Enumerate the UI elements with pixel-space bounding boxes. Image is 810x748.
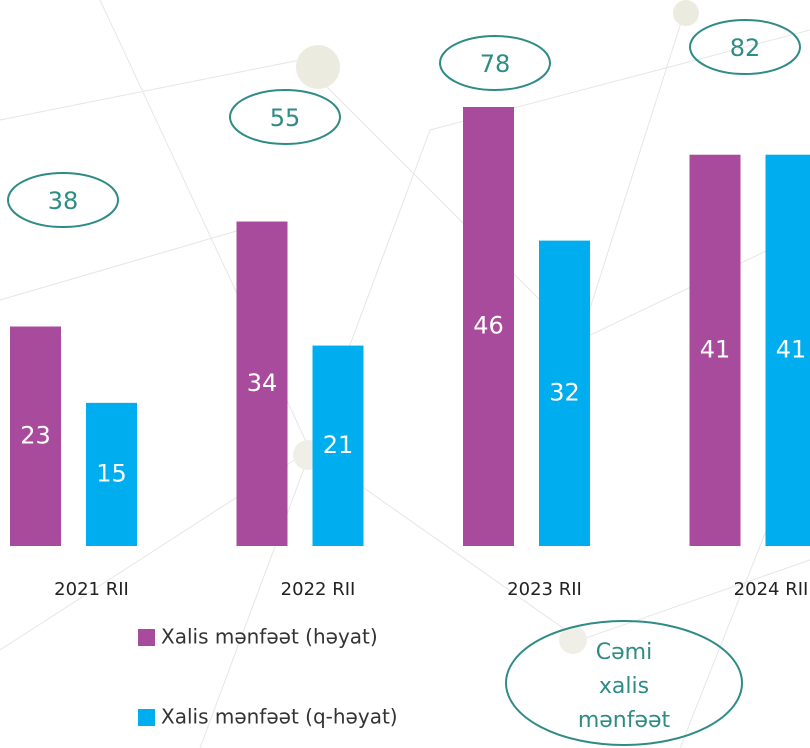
x-tick-label: 2023 RII (507, 579, 582, 600)
total-ellipse (689, 19, 801, 75)
legend-total-label: Cəmi (596, 640, 652, 665)
total-ellipse (439, 35, 551, 91)
legend-total-label: xalis (599, 674, 649, 699)
data-label: 23 (20, 421, 51, 449)
x-tick-label: 2021 RII (54, 579, 129, 600)
bar (765, 154, 810, 546)
data-label: 41 (776, 335, 807, 363)
legend-swatch (138, 629, 155, 646)
bar (463, 107, 514, 546)
total-label: 38 (48, 187, 79, 215)
bar (689, 154, 741, 546)
data-label: 21 (323, 431, 354, 459)
bar (539, 240, 590, 546)
legend-total-label: mənfəət (578, 708, 671, 733)
total-ellipse (229, 89, 341, 145)
total-label: 78 (480, 50, 511, 78)
legend-label: Xalis mənfəət (həyat) (161, 625, 378, 649)
data-label: 41 (700, 335, 731, 363)
bar (236, 221, 288, 547)
legend-label: Xalis mənfəət (q-həyat) (161, 705, 398, 729)
data-label: 15 (96, 459, 127, 487)
total-label: 55 (270, 104, 301, 132)
legend-total-ellipse (505, 620, 743, 746)
data-label: 34 (247, 369, 278, 397)
total-ellipse (7, 172, 119, 228)
bar (10, 326, 61, 546)
data-label: 46 (473, 312, 504, 340)
data-label: 32 (549, 378, 580, 406)
legend-swatch (138, 709, 155, 726)
bar (86, 402, 137, 546)
x-tick-label: 2022 RII (281, 579, 356, 600)
x-tick-label: 2024 RII (734, 579, 809, 600)
bar (312, 345, 364, 546)
total-label: 82 (730, 34, 761, 62)
